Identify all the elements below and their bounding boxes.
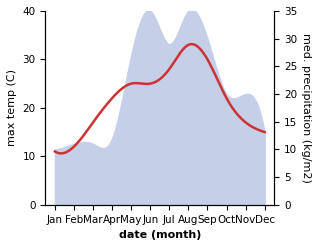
X-axis label: date (month): date (month) bbox=[119, 230, 201, 240]
Y-axis label: max temp (C): max temp (C) bbox=[7, 69, 17, 146]
Y-axis label: med. precipitation (kg/m2): med. precipitation (kg/m2) bbox=[301, 33, 311, 183]
